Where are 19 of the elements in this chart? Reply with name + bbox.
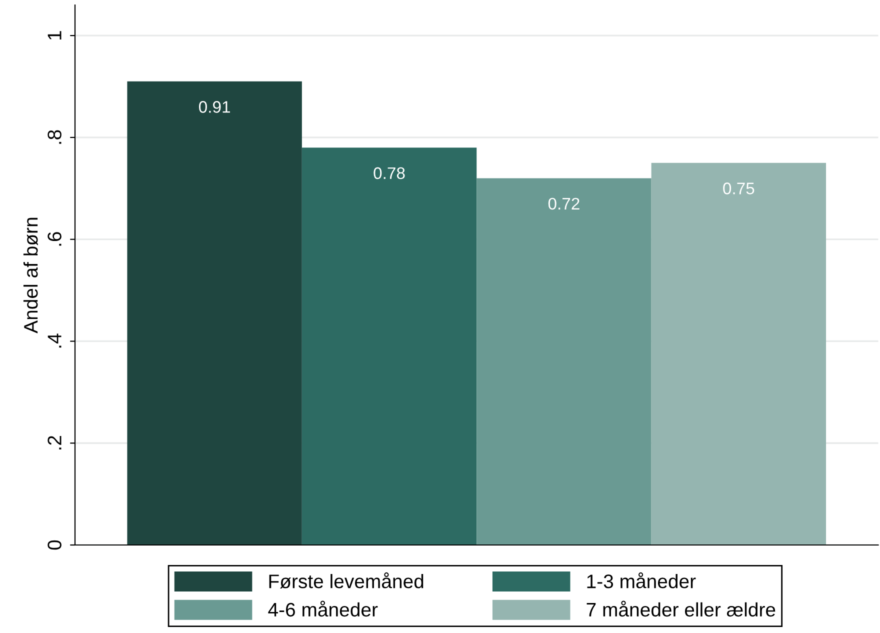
y-tick-label: 0 bbox=[48, 540, 62, 550]
legend-label: Første levemåned bbox=[269, 572, 424, 588]
y-axis-title: Andel af børn bbox=[23, 218, 38, 334]
data-label: 0.72 bbox=[548, 198, 580, 210]
legend-label: 1-3 måneder bbox=[587, 572, 696, 588]
y-tick-label: 1 bbox=[48, 31, 62, 40]
data-label: 0.75 bbox=[723, 182, 754, 194]
legend-label: 7 måneder eller ældre bbox=[586, 600, 776, 617]
y-tick-label: .8 bbox=[48, 130, 62, 144]
bar bbox=[651, 162, 826, 545]
y-tick-label: .2 bbox=[48, 436, 62, 450]
data-label: 0.91 bbox=[198, 101, 230, 113]
y-tick-label: .4 bbox=[48, 334, 62, 348]
y-tick-label: .6 bbox=[48, 232, 62, 246]
bar bbox=[476, 178, 652, 545]
legend-label: 4-6 måneder bbox=[268, 600, 378, 617]
data-label: 0.78 bbox=[374, 167, 405, 180]
bar bbox=[302, 148, 477, 545]
bar bbox=[127, 81, 302, 545]
